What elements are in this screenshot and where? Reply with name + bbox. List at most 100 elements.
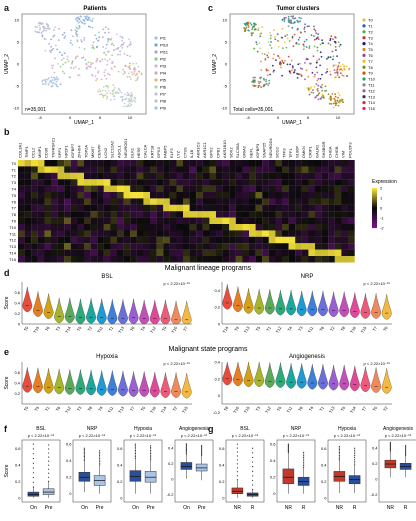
heatmap-cell — [64, 204, 71, 212]
heatmap-cell — [18, 172, 25, 180]
violin-shape — [349, 365, 360, 392]
boxplot-ytick: 0.4 — [321, 462, 327, 467]
heatmap-cell — [156, 192, 164, 199]
heatmap-cell — [44, 166, 52, 173]
legend-label: T3 — [368, 35, 373, 40]
heatmap-cell — [143, 204, 151, 212]
heatmap-cell — [216, 192, 223, 199]
heatmap-cell — [90, 243, 98, 250]
heatmap-cell — [249, 204, 256, 212]
heatmap-cell — [57, 236, 65, 244]
heatmap-cell — [222, 185, 230, 193]
heatmap-cell — [262, 217, 269, 225]
heatmap-cell — [150, 249, 157, 257]
violin-xtick: T14 — [160, 405, 168, 414]
heatmap-cell — [44, 224, 52, 231]
heatmap-cell — [117, 192, 124, 199]
heatmap-cell — [143, 179, 151, 186]
heatmap-cell — [196, 224, 203, 231]
violin-ylabel: Score — [4, 296, 10, 309]
boxplot-ytick: 0.4 — [117, 462, 123, 467]
heatmap-cell — [288, 179, 296, 186]
heatmap-gene-label: SH3BGR — [321, 141, 326, 158]
heatmap-cell — [348, 198, 355, 205]
heatmap-cell — [117, 230, 124, 237]
violin-shape — [75, 298, 86, 325]
heatmap-cell — [150, 236, 157, 244]
legend-swatch — [362, 71, 366, 75]
heatmap-cell — [110, 179, 118, 186]
heatmap-cell — [288, 185, 296, 193]
heatmap-cell — [163, 211, 170, 218]
heatmap-cell — [24, 198, 32, 205]
heatmap-cell — [150, 192, 157, 199]
heatmap-cell — [321, 204, 329, 212]
heatmap-cluster-label: T11 — [9, 231, 16, 236]
heatmap-legend-title: Expression — [372, 179, 397, 185]
heatmap-cell — [156, 160, 164, 167]
heatmap-cell — [235, 172, 243, 180]
heatmap-cell — [216, 172, 223, 180]
violin-xtick: T12 — [149, 325, 157, 334]
heatmap-gene-label: SPP1 — [57, 147, 62, 158]
heatmap-cell — [334, 198, 342, 205]
heatmap-cell — [268, 198, 276, 205]
heatmap-cell — [117, 249, 124, 257]
violin-xtick: T0 — [23, 325, 30, 332]
heatmap-cell — [90, 179, 98, 186]
violin-xtick: T14 — [64, 325, 72, 334]
heatmap-cell — [103, 185, 111, 193]
heatmap-cell — [249, 192, 256, 199]
violin-shape — [296, 290, 307, 317]
heatmap-cell — [222, 249, 230, 257]
heatmap-cell — [235, 192, 243, 199]
legend-swatch — [154, 36, 158, 40]
heatmap-cell — [77, 204, 85, 212]
heatmap-cell — [334, 204, 342, 212]
boxplot-ytick: 0.6 — [219, 446, 225, 451]
heatmap-cell — [222, 204, 230, 212]
heatmap-cell — [143, 211, 151, 218]
heatmap-cell — [255, 172, 263, 180]
violin-xtick: T0 — [140, 405, 147, 412]
heatmap-cell — [84, 172, 91, 180]
heatmap-cell — [84, 224, 91, 231]
heatmap-cell — [315, 243, 322, 250]
heatmap-cell — [229, 217, 236, 225]
boxplot-title: NRP — [87, 426, 98, 432]
heatmap-cell — [97, 249, 104, 257]
heatmap-cell — [196, 249, 203, 257]
heatmap-cell — [31, 204, 38, 212]
heatmap-cell — [242, 230, 250, 237]
heatmap-cell — [163, 185, 170, 193]
heatmap-cell — [262, 243, 269, 250]
heatmap-cell — [123, 211, 131, 218]
heatmap-cell — [64, 249, 71, 257]
heatmap-cell — [31, 211, 38, 218]
heatmap-cell — [57, 192, 65, 199]
violin-shape — [381, 294, 392, 320]
heatmap-cell — [77, 192, 85, 199]
heatmap-cell — [130, 256, 137, 263]
heatmap-cell — [31, 179, 38, 186]
boxplot-title: BSL — [240, 426, 250, 432]
heatmap-cell — [209, 160, 217, 167]
violin-xtick: T11 — [307, 325, 315, 334]
heatmap-cell — [90, 217, 98, 225]
heatmap-cell — [37, 198, 45, 205]
heatmap-cell — [44, 185, 52, 193]
boxplot-ytick: 0 — [222, 495, 225, 500]
heatmap-cell — [84, 198, 91, 205]
heatmap-cell — [110, 224, 118, 231]
heatmap-cluster-label: T8 — [11, 212, 16, 217]
violin-shape — [96, 370, 107, 396]
heatmap-cell — [136, 198, 144, 205]
heatmap-cell — [268, 160, 276, 167]
heatmap-gene-label: CENPF — [97, 144, 102, 158]
heatmap-cell — [249, 256, 256, 263]
heatmap-cell — [150, 198, 157, 205]
legend-label: T13 — [368, 94, 376, 99]
umap-ytick: 10 — [223, 18, 228, 23]
heatmap-gene-label: VIM — [341, 151, 346, 158]
violin-shape — [254, 361, 265, 387]
